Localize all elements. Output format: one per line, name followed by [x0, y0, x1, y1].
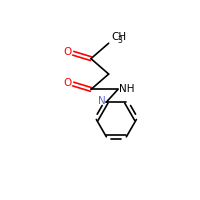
Text: NH: NH [119, 84, 135, 94]
Text: 3: 3 [118, 36, 123, 45]
Text: CH: CH [111, 32, 126, 42]
Text: O: O [63, 47, 72, 57]
Text: N: N [98, 96, 106, 106]
Text: O: O [63, 78, 72, 88]
